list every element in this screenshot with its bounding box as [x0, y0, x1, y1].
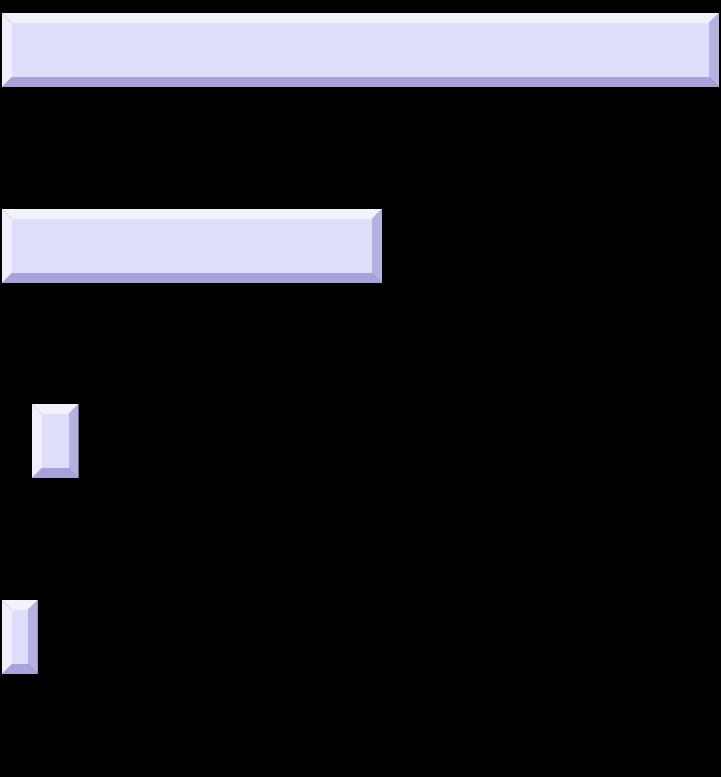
bar-chart — [0, 0, 721, 777]
bar-0 — [2, 13, 719, 87]
bar-1 — [2, 209, 382, 283]
bar-3 — [2, 600, 38, 674]
bar-2 — [32, 404, 79, 478]
